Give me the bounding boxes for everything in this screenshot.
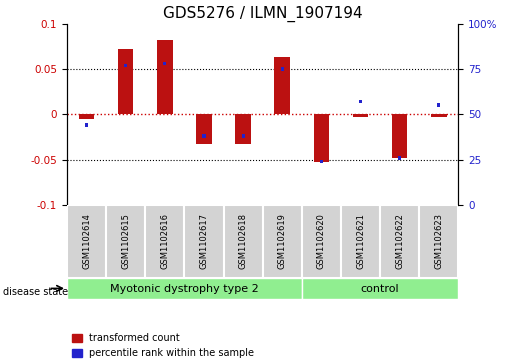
Bar	[274, 57, 290, 114]
FancyBboxPatch shape	[106, 205, 145, 278]
Title: GDS5276 / ILMN_1907194: GDS5276 / ILMN_1907194	[163, 6, 363, 22]
Bar	[320, 160, 323, 163]
Bar	[85, 123, 88, 127]
FancyBboxPatch shape	[341, 205, 380, 278]
Bar	[242, 134, 245, 138]
FancyBboxPatch shape	[67, 205, 106, 278]
Bar	[163, 62, 166, 65]
Bar	[118, 49, 133, 114]
Text: GSM1102622: GSM1102622	[395, 213, 404, 269]
Bar	[281, 67, 284, 71]
Legend: transformed count, percentile rank within the sample: transformed count, percentile rank withi…	[72, 333, 254, 358]
FancyBboxPatch shape	[419, 205, 458, 278]
Bar	[202, 134, 205, 138]
Bar	[437, 103, 440, 107]
Text: GSM1102620: GSM1102620	[317, 213, 326, 269]
FancyBboxPatch shape	[224, 205, 263, 278]
Text: GSM1102618: GSM1102618	[238, 213, 248, 269]
FancyBboxPatch shape	[380, 205, 419, 278]
Bar	[235, 114, 251, 144]
Bar	[196, 114, 212, 144]
Text: GSM1102615: GSM1102615	[121, 213, 130, 269]
Bar	[79, 114, 94, 119]
Text: GSM1102614: GSM1102614	[82, 213, 91, 269]
Bar	[314, 114, 329, 162]
Text: GSM1102621: GSM1102621	[356, 213, 365, 269]
Text: Myotonic dystrophy type 2: Myotonic dystrophy type 2	[110, 284, 259, 294]
Bar	[353, 114, 368, 117]
Text: GSM1102619: GSM1102619	[278, 213, 287, 269]
Text: disease state: disease state	[3, 287, 67, 297]
FancyBboxPatch shape	[184, 205, 224, 278]
Text: control: control	[361, 284, 400, 294]
Bar	[398, 156, 401, 160]
Text: GSM1102617: GSM1102617	[199, 213, 209, 269]
FancyBboxPatch shape	[302, 205, 341, 278]
FancyBboxPatch shape	[263, 205, 302, 278]
FancyBboxPatch shape	[302, 278, 458, 299]
Bar	[359, 100, 362, 103]
Text: GSM1102623: GSM1102623	[434, 213, 443, 269]
Bar	[392, 114, 407, 158]
Bar	[431, 114, 447, 117]
Bar	[124, 64, 127, 67]
FancyBboxPatch shape	[67, 278, 302, 299]
Text: GSM1102616: GSM1102616	[160, 213, 169, 269]
Bar	[157, 40, 173, 114]
FancyBboxPatch shape	[145, 205, 184, 278]
